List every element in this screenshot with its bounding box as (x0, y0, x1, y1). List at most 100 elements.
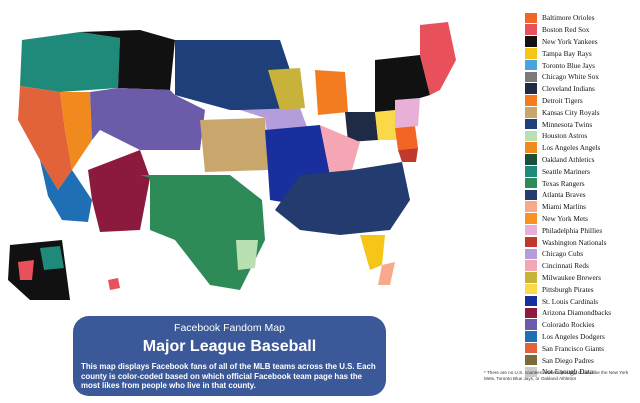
legend-label: Cincinnati Reds (542, 261, 589, 271)
region-indians (345, 112, 378, 142)
legend-item: St. Louis Cardinals (525, 295, 640, 307)
legend-item: Chicago Cubs (525, 248, 640, 260)
legend-swatch (525, 354, 537, 366)
legend-item: Houston Astros (525, 130, 640, 142)
legend-label: San Diego Padres (542, 355, 594, 365)
legend-label: Texas Rangers (542, 178, 585, 188)
legend-swatch (525, 48, 537, 59)
legend-swatch (525, 236, 537, 248)
legend-label: Chicago White Sox (542, 72, 600, 82)
legend-item: Seattle Mariners (525, 165, 640, 177)
region-nationals (398, 148, 418, 162)
legend-label: Arizona Diamondbacks (542, 308, 612, 318)
legend-swatch (525, 95, 537, 106)
legend-label: Minnesota Twins (542, 119, 593, 129)
legend-swatch (525, 177, 537, 189)
legend-swatch (525, 260, 537, 271)
legend-label: Toronto Blue Jays (542, 60, 595, 70)
legend-label: Miami Marlins (542, 202, 586, 212)
legend-item: Philadelphia Phillies (525, 224, 640, 236)
us-county-fandom-map (8, 22, 456, 300)
legend-item: Arizona Diamondbacks (525, 307, 640, 319)
legend-label: Atlanta Braves (542, 190, 586, 200)
legend-item: San Diego Padres (525, 354, 640, 366)
legend-label: Washington Nationals (542, 237, 607, 247)
region-astros (236, 240, 258, 270)
info-description: This map displays Facebook fans of all o… (81, 362, 376, 390)
legend-item: Not Enough Data (525, 366, 640, 378)
legend-swatch (525, 166, 537, 177)
legend-swatch (525, 224, 537, 236)
legend-item: Detroit Tigers (525, 95, 640, 107)
region-giants (18, 86, 72, 190)
legend-item: Pittsburgh Pirates (525, 283, 640, 295)
legend-item: San Francisco Giants (525, 342, 640, 354)
region-reds (320, 125, 360, 175)
legend-swatch (525, 36, 537, 47)
legend-swatch (525, 59, 537, 71)
legend-swatch (525, 118, 537, 130)
region-tigers (315, 70, 348, 115)
legend-swatch (525, 154, 537, 165)
legend-item: Colorado Rockies (525, 319, 640, 331)
region-phillies (395, 98, 420, 128)
legend-label: Kansas City Royals (542, 107, 600, 117)
region-rangers (140, 175, 265, 290)
region-rays (360, 235, 385, 270)
region-yankees-ne (375, 55, 430, 112)
legend-swatch (525, 283, 537, 295)
info-box: Facebook Fandom Map Major League Basebal… (73, 316, 386, 396)
legend-item: New York Mets (525, 213, 640, 225)
legend-item: Minnesota Twins (525, 118, 640, 130)
legend-swatch (525, 189, 537, 201)
region-alaska-red (18, 260, 34, 280)
legend-swatch (525, 213, 537, 224)
legend-item: Texas Rangers (525, 177, 640, 189)
legend-swatch (525, 319, 537, 330)
legend-label: Pittsburgh Pirates (542, 284, 594, 294)
region-yankees-west (80, 30, 175, 90)
region-seattle-mariners (20, 32, 120, 92)
legend-swatch (525, 24, 537, 35)
legend-label: Baltimore Orioles (542, 13, 595, 23)
info-title: Major League Baseball (142, 338, 317, 355)
legend-swatch (525, 366, 537, 378)
legend-label: Los Angeles Dodgers (542, 331, 605, 341)
legend-label: Oakland Athletics (542, 154, 595, 164)
region-marlins (378, 262, 395, 285)
legend-label: Tampa Bay Rays (542, 48, 592, 58)
legend-swatch (525, 12, 537, 24)
legend-label: San Francisco Giants (542, 343, 605, 353)
legend-label: Los Angeles Angels (542, 143, 601, 153)
legend-swatch (525, 342, 537, 354)
legend-label: Houston Astros (542, 131, 588, 141)
legend-swatch (525, 83, 537, 94)
legend-item: Cleveland Indians (525, 83, 640, 95)
legend-label: Seattle Mariners (542, 166, 591, 176)
legend-label: Boston Red Sox (542, 25, 590, 35)
legend-label: Detroit Tigers (542, 95, 583, 105)
info-kicker: Facebook Fandom Map (174, 322, 285, 334)
legend-swatch (525, 71, 537, 83)
legend-item: Los Angeles Angels (525, 142, 640, 154)
legend-item: Kansas City Royals (525, 106, 640, 118)
legend-item: Toronto Blue Jays (525, 59, 640, 71)
legend-swatch (525, 107, 537, 118)
region-brewers (268, 68, 305, 110)
region-diamondbacks (88, 150, 150, 232)
legend-item: Chicago White Sox (525, 71, 640, 83)
legend-item: Miami Marlins (525, 201, 640, 213)
legend-label: Not Enough Data (542, 367, 594, 377)
region-braves (275, 162, 410, 235)
legend-label: Cleveland Indians (542, 84, 595, 94)
legend-item: Atlanta Braves (525, 189, 640, 201)
legend-swatch (525, 272, 537, 283)
region-pirates (375, 110, 398, 140)
legend-item: Baltimore Orioles (525, 12, 640, 24)
region-dodgers (40, 160, 92, 222)
region-alaska (8, 240, 70, 300)
legend-swatch (525, 142, 537, 153)
footnote: * There are no U.S. counties where a plu… (484, 370, 629, 381)
legend-swatch (525, 307, 537, 319)
legend-label: St. Louis Cardinals (542, 296, 599, 306)
